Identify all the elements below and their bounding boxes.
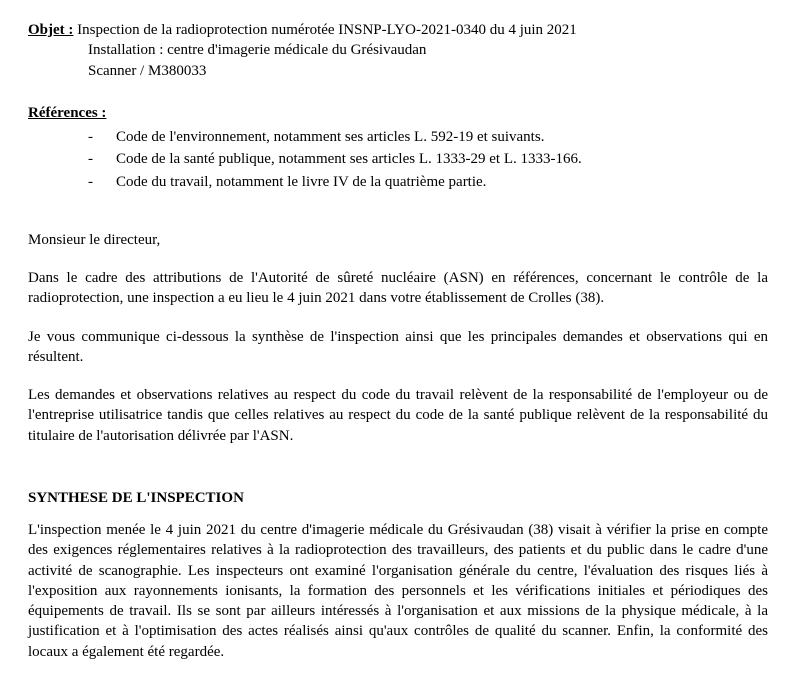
objet-line1: Objet : Inspection de la radioprotection…	[28, 20, 768, 40]
objet-line3: Scanner / M380033	[88, 61, 768, 81]
body-paragraph-1: Dans le cadre des attributions de l'Auto…	[28, 268, 768, 309]
body-paragraph-2: Je vous communique ci-dessous la synthès…	[28, 327, 768, 368]
reference-item: Code de la santé publique, notamment ses…	[88, 149, 768, 169]
objet-line2: Installation : centre d'imagerie médical…	[88, 40, 768, 60]
references-list: Code de l'environnement, notamment ses a…	[28, 127, 768, 192]
references-label: Références :	[28, 103, 768, 123]
objet-text1: Inspection de la radioprotection numérot…	[73, 22, 576, 38]
objet-label: Objet :	[28, 22, 73, 38]
references-block: Références : Code de l'environnement, no…	[28, 103, 768, 192]
salutation: Monsieur le directeur,	[28, 230, 768, 250]
reference-item: Code de l'environnement, notamment ses a…	[88, 127, 768, 147]
objet-block: Objet : Inspection de la radioprotection…	[28, 20, 768, 81]
section-title: SYNTHESE DE L'INSPECTION	[28, 488, 768, 508]
section-paragraph-1: L'inspection menée le 4 juin 2021 du cen…	[28, 520, 768, 662]
reference-item: Code du travail, notamment le livre IV d…	[88, 172, 768, 192]
body-paragraph-3: Les demandes et observations relatives a…	[28, 385, 768, 446]
